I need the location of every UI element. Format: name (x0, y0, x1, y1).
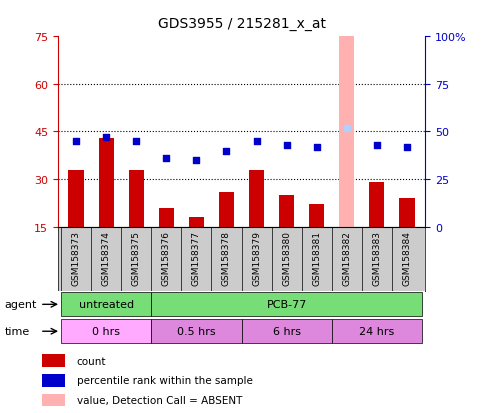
Point (72, 138, 80, 145)
Point (193, 157, 200, 164)
Point (223, 148, 230, 154)
FancyBboxPatch shape (61, 292, 151, 317)
Point (283, 142, 290, 149)
Bar (339, 37, 355, 227)
Text: count: count (77, 356, 106, 366)
FancyBboxPatch shape (332, 319, 422, 344)
Text: value, Detection Call = ABSENT: value, Detection Call = ABSENT (77, 395, 242, 405)
FancyBboxPatch shape (61, 319, 151, 344)
Bar (309, 205, 324, 227)
Text: GSM158377: GSM158377 (192, 230, 201, 285)
Bar (279, 195, 294, 227)
Bar (219, 192, 234, 227)
Text: GSM158384: GSM158384 (402, 230, 412, 285)
Bar (42, 374, 65, 387)
Text: GDS3955 / 215281_x_at: GDS3955 / 215281_x_at (157, 17, 326, 31)
Bar (42, 394, 65, 406)
Text: GSM158382: GSM158382 (342, 230, 351, 285)
Point (162, 155, 170, 162)
Text: GSM158378: GSM158378 (222, 230, 231, 285)
Point (343, 125, 351, 132)
Bar (369, 183, 384, 227)
Text: time: time (5, 326, 30, 337)
Text: PCB-77: PCB-77 (267, 299, 307, 310)
Text: untreated: untreated (79, 299, 134, 310)
Bar (189, 218, 204, 227)
Text: GSM158380: GSM158380 (282, 230, 291, 285)
Text: 24 hrs: 24 hrs (359, 326, 395, 337)
Point (373, 142, 381, 149)
Text: 6 hrs: 6 hrs (272, 326, 300, 337)
Text: GSM158375: GSM158375 (132, 230, 141, 285)
Text: percentile rank within the sample: percentile rank within the sample (77, 375, 253, 385)
Text: 0 hrs: 0 hrs (92, 326, 120, 337)
Text: GSM158381: GSM158381 (312, 230, 321, 285)
Bar (69, 170, 84, 227)
Bar (249, 170, 264, 227)
Bar (128, 170, 144, 227)
Bar (159, 208, 174, 227)
Point (253, 138, 260, 145)
Point (403, 144, 411, 151)
Text: GSM158376: GSM158376 (162, 230, 171, 285)
Text: agent: agent (5, 299, 37, 310)
Bar (99, 138, 114, 227)
Text: GSM158374: GSM158374 (101, 230, 111, 285)
Point (102, 135, 110, 141)
Point (132, 138, 140, 145)
FancyBboxPatch shape (242, 319, 332, 344)
Text: GSM158383: GSM158383 (372, 230, 382, 285)
FancyBboxPatch shape (151, 292, 422, 317)
Bar (42, 354, 65, 367)
Text: GSM158379: GSM158379 (252, 230, 261, 285)
Point (313, 144, 321, 151)
Text: 0.5 hrs: 0.5 hrs (177, 326, 216, 337)
Bar (399, 199, 414, 227)
Text: GSM158373: GSM158373 (71, 230, 81, 285)
FancyBboxPatch shape (151, 319, 242, 344)
